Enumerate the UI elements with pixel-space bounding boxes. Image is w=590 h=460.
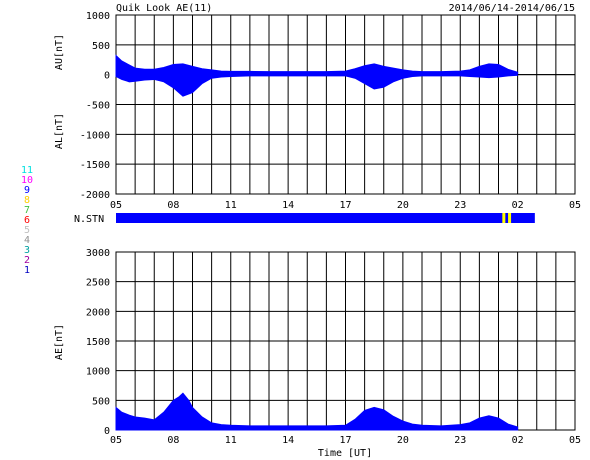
x-tick-label: 11: [225, 200, 237, 211]
x-tick-label: 05: [110, 435, 122, 446]
au-al-tick-label: -1500: [80, 160, 110, 171]
station-axis-label: N.STN: [74, 214, 104, 225]
legend-station-8: 8: [24, 195, 30, 206]
au-al-tick-label: 500: [92, 41, 110, 52]
chart-title: Quik Look AE(11): [116, 3, 212, 14]
x-tick-label: 08: [167, 200, 179, 211]
x-tick-label: 02: [512, 200, 524, 211]
legend-station-1: 1: [24, 265, 30, 276]
ae-tick-label: 500: [92, 396, 110, 407]
legend-station-7: 7: [24, 205, 30, 216]
legend-station-10: 10: [21, 175, 33, 186]
legend-station-3: 3: [24, 245, 30, 256]
ae-tick-label: 3000: [86, 248, 110, 259]
x-tick-label: 23: [454, 200, 466, 211]
au-al-tick-label: -500: [86, 101, 110, 112]
x-tick-label: 08: [167, 435, 179, 446]
legend-station-2: 2: [24, 255, 30, 266]
x-tick-label: 20: [397, 435, 409, 446]
ae-area: [115, 392, 519, 431]
station-count-panel: [116, 213, 535, 223]
ae-tick-label: 2000: [86, 307, 110, 318]
legend-station-4: 4: [24, 235, 30, 246]
au-al-tick-label: 1000: [86, 11, 110, 22]
x-tick-label: 14: [282, 200, 294, 211]
legend-station-5: 5: [24, 225, 30, 236]
x-tick-label: 17: [339, 435, 351, 446]
date-range: 2014/06/14-2014/06/15: [449, 3, 575, 14]
x-tick-label: 23: [454, 435, 466, 446]
x-tick-label: 02: [512, 435, 524, 446]
x-tick-label: 11: [225, 435, 237, 446]
x-tick-label: 05: [569, 435, 581, 446]
x-axis-title: Time [UT]: [318, 448, 372, 459]
au-al-tick-label: -1000: [80, 130, 110, 141]
x-tick-label: 05: [569, 200, 581, 211]
legend-station-6: 6: [24, 215, 30, 226]
x-tick-label: 05: [110, 200, 122, 211]
ae-tick-label: 2500: [86, 278, 110, 289]
ae-axis-label: AE[nT]: [54, 324, 65, 360]
x-tick-label: 14: [282, 435, 294, 446]
au-axis-label: AU[nT]: [54, 34, 65, 70]
ae-tick-label: 1500: [86, 337, 110, 348]
ae-tick-label: 1000: [86, 367, 110, 378]
legend-station-9: 9: [24, 185, 30, 196]
al-axis-label: AL[nT]: [54, 113, 65, 149]
x-tick-label: 20: [397, 200, 409, 211]
ae-tick-label: 0: [104, 426, 110, 437]
station-drop-marker: [508, 213, 512, 223]
station-drop-marker: [502, 213, 506, 223]
station-count-bar: [116, 213, 535, 223]
au-al-tick-label: 0: [104, 71, 110, 82]
legend-station-11: 11: [21, 165, 33, 176]
au-al-area: [115, 54, 519, 97]
au-al-tick-label: -2000: [80, 190, 110, 201]
x-tick-label: 17: [339, 200, 351, 211]
